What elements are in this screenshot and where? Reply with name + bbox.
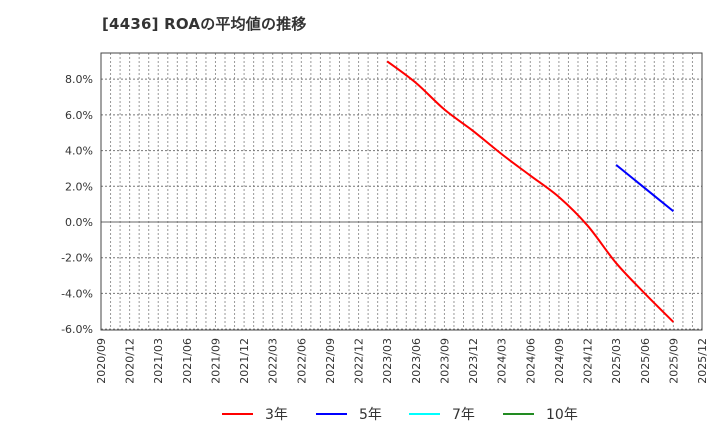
legend-swatch-3y-icon xyxy=(222,413,253,415)
x-tick-label: 2025/06 xyxy=(639,338,652,384)
horizontal-gridlines xyxy=(101,78,702,330)
x-tick-label: 2023/09 xyxy=(438,338,451,384)
x-tick-label: 2024/03 xyxy=(496,338,509,384)
legend-swatch-10y-icon xyxy=(503,413,534,415)
legend-item-10y[interactable]: 10年 xyxy=(503,404,578,424)
legend-label: 7年 xyxy=(452,407,475,423)
x-tick-label: 2023/12 xyxy=(467,338,480,384)
chart-title: [4436] ROAの平均値の推移 xyxy=(102,15,307,33)
x-tick-label: 2023/06 xyxy=(410,338,423,384)
x-tick-label: 2024/12 xyxy=(582,338,595,384)
plot-frame xyxy=(100,52,703,331)
x-tick-label: 2022/09 xyxy=(324,338,337,384)
y-axis-ticks: 8.0% 6.0% 4.0% 2.0% 0.0% -2.0% -4.0% -6.0% xyxy=(61,73,93,336)
x-tick-label: 2022/03 xyxy=(267,338,280,384)
x-tick-label: 2022/06 xyxy=(295,338,308,384)
x-tick-label: 2024/09 xyxy=(553,338,566,384)
x-tick-label: 2024/06 xyxy=(524,338,537,384)
y-tick-label: 4.0% xyxy=(65,145,93,158)
vertical-gridlines xyxy=(110,53,693,330)
legend-item-3y[interactable]: 3年 xyxy=(222,404,288,424)
x-tick-label: 2021/12 xyxy=(238,338,251,384)
y-tick-label: -6.0% xyxy=(61,323,93,336)
legend-item-7y[interactable]: 7年 xyxy=(409,404,475,424)
y-tick-label: 0.0% xyxy=(65,216,93,229)
legend-swatch-7y-icon xyxy=(409,413,440,415)
series-line-3年 xyxy=(386,60,675,323)
legend-label: 3年 xyxy=(265,407,288,423)
x-tick-label: 2023/03 xyxy=(381,338,394,384)
legend-item-5y[interactable]: 5年 xyxy=(316,404,382,424)
y-tick-label: -2.0% xyxy=(61,252,93,265)
x-tick-label: 2021/09 xyxy=(209,338,222,384)
x-tick-label: 2025/09 xyxy=(667,338,680,384)
legend-label: 5年 xyxy=(359,407,382,423)
x-tick-label: 2020/12 xyxy=(124,338,137,384)
y-tick-label: 2.0% xyxy=(65,180,93,193)
x-tick-label: 2021/06 xyxy=(181,338,194,384)
y-tick-label: 8.0% xyxy=(65,73,93,86)
x-tick-label: 2025/12 xyxy=(696,338,709,384)
data-series xyxy=(386,60,675,323)
x-tick-label: 2021/03 xyxy=(152,338,165,384)
legend-swatch-5y-icon xyxy=(316,413,347,415)
series-line-5年 xyxy=(615,164,675,213)
x-tick-label: 2022/12 xyxy=(353,338,366,384)
chart-legend: 3年 5年 7年 10年 xyxy=(0,404,720,424)
y-tick-label: 6.0% xyxy=(65,109,93,122)
y-tick-label: -4.0% xyxy=(61,287,93,300)
x-tick-label: 2025/03 xyxy=(610,338,623,384)
x-tick-label: 2020/09 xyxy=(95,338,108,384)
x-axis-ticks: 2020/09 2020/12 2021/03 2021/06 2021/09 2021/… xyxy=(95,338,709,384)
legend-label: 10年 xyxy=(546,407,578,423)
